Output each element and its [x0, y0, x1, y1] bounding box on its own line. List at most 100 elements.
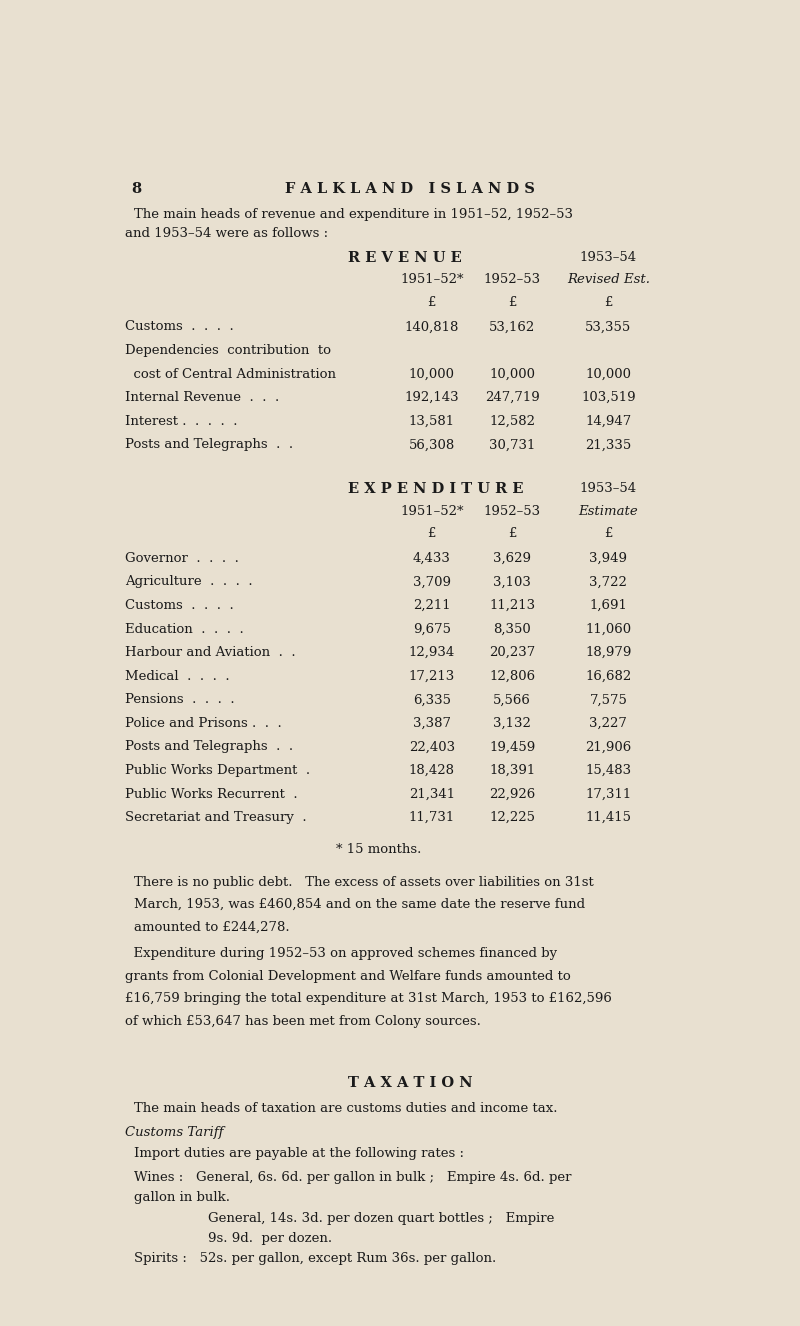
Text: 18,428: 18,428 [409, 764, 454, 777]
Text: 11,731: 11,731 [409, 812, 455, 825]
Text: 14,947: 14,947 [586, 415, 631, 428]
Text: 12,934: 12,934 [409, 646, 455, 659]
Text: £: £ [604, 296, 613, 309]
Text: 22,403: 22,403 [409, 740, 454, 753]
Text: 1951–52*: 1951–52* [400, 505, 463, 518]
Text: R E V E N U E: R E V E N U E [348, 251, 462, 265]
Text: 140,818: 140,818 [405, 321, 459, 333]
Text: 1953–54: 1953–54 [580, 251, 637, 264]
Text: Pensions  .  .  .  .: Pensions . . . . [125, 693, 234, 707]
Text: 53,162: 53,162 [489, 321, 535, 333]
Text: 11,213: 11,213 [490, 599, 535, 613]
Text: Estimate: Estimate [578, 505, 638, 518]
Text: Medical  .  .  .  .: Medical . . . . [125, 670, 230, 683]
Text: General, 14s. 3d. per dozen quart bottles ;   Empire: General, 14s. 3d. per dozen quart bottle… [209, 1212, 555, 1225]
Text: 9s. 9d.  per dozen.: 9s. 9d. per dozen. [209, 1232, 333, 1245]
Text: 16,682: 16,682 [586, 670, 631, 683]
Text: 103,519: 103,519 [581, 391, 636, 404]
Text: 11,060: 11,060 [586, 623, 631, 635]
Text: 7,575: 7,575 [590, 693, 627, 707]
Text: Customs Tariff: Customs Tariff [125, 1126, 223, 1139]
Text: Customs  .  .  .  .: Customs . . . . [125, 599, 234, 613]
Text: Secretariat and Treasury  .: Secretariat and Treasury . [125, 812, 306, 825]
Text: Agriculture  .  .  .  .: Agriculture . . . . [125, 575, 253, 589]
Text: 21,335: 21,335 [586, 439, 631, 451]
Text: cost of Central Administration: cost of Central Administration [125, 367, 336, 381]
Text: 13,581: 13,581 [409, 415, 454, 428]
Text: Expenditure during 1952–53 on approved schemes financed by: Expenditure during 1952–53 on approved s… [125, 947, 557, 960]
Text: 12,225: 12,225 [490, 812, 535, 825]
Text: Import duties are payable at the following rates :: Import duties are payable at the followi… [134, 1147, 464, 1160]
Text: There is no public debt.   The excess of assets over liabilities on 31st: There is no public debt. The excess of a… [134, 875, 594, 888]
Text: 18,391: 18,391 [489, 764, 535, 777]
Text: Wines :   General, 6s. 6d. per gallon in bulk ;   Empire 4s. 6d. per: Wines : General, 6s. 6d. per gallon in b… [134, 1171, 571, 1184]
Text: Customs  .  .  .  .: Customs . . . . [125, 321, 234, 333]
Text: £: £ [508, 296, 517, 309]
Text: 15,483: 15,483 [586, 764, 631, 777]
Text: Public Works Department  .: Public Works Department . [125, 764, 310, 777]
Text: 30,731: 30,731 [489, 439, 535, 451]
Text: £: £ [604, 528, 613, 540]
Text: 17,311: 17,311 [586, 788, 631, 801]
Text: Police and Prisons .  .  .: Police and Prisons . . . [125, 717, 282, 729]
Text: Posts and Telegraphs  .  .: Posts and Telegraphs . . [125, 439, 293, 451]
Text: 21,341: 21,341 [409, 788, 454, 801]
Text: 1952–53: 1952–53 [484, 505, 541, 518]
Text: 22,926: 22,926 [489, 788, 535, 801]
Text: The main heads of revenue and expenditure in 1951–52, 1952–53: The main heads of revenue and expenditur… [134, 208, 573, 221]
Text: 17,213: 17,213 [409, 670, 455, 683]
Text: 3,722: 3,722 [590, 575, 627, 589]
Text: £16,759 bringing the total expenditure at 31st March, 1953 to £162,596: £16,759 bringing the total expenditure a… [125, 992, 612, 1005]
Text: £: £ [427, 528, 436, 540]
Text: 3,949: 3,949 [590, 552, 627, 565]
Text: 1951–52*: 1951–52* [400, 273, 463, 286]
Text: 56,308: 56,308 [409, 439, 455, 451]
Text: The main heads of taxation are customs duties and income tax.: The main heads of taxation are customs d… [134, 1102, 558, 1115]
Text: grants from Colonial Development and Welfare funds amounted to: grants from Colonial Development and Wel… [125, 969, 570, 983]
Text: 3,629: 3,629 [494, 552, 531, 565]
Text: Harbour and Aviation  .  .: Harbour and Aviation . . [125, 646, 295, 659]
Text: 247,719: 247,719 [485, 391, 540, 404]
Text: amounted to £244,278.: amounted to £244,278. [134, 920, 290, 934]
Text: 4,433: 4,433 [413, 552, 450, 565]
Text: of which £53,647 has been met from Colony sources.: of which £53,647 has been met from Colon… [125, 1014, 481, 1028]
Text: Spirits :   52s. per gallon, except Rum 36s. per gallon.: Spirits : 52s. per gallon, except Rum 36… [134, 1253, 496, 1265]
Text: F A L K L A N D   I S L A N D S: F A L K L A N D I S L A N D S [285, 182, 535, 195]
Text: 18,979: 18,979 [586, 646, 631, 659]
Text: 2,211: 2,211 [413, 599, 450, 613]
Text: 6,335: 6,335 [413, 693, 450, 707]
Text: Internal Revenue  .  .  .: Internal Revenue . . . [125, 391, 279, 404]
Text: 1952–53: 1952–53 [484, 273, 541, 286]
Text: 8: 8 [131, 182, 141, 195]
Text: 20,237: 20,237 [489, 646, 535, 659]
Text: 10,000: 10,000 [586, 367, 631, 381]
Text: 9,675: 9,675 [413, 623, 450, 635]
Text: 12,806: 12,806 [490, 670, 535, 683]
Text: Governor  .  .  .  .: Governor . . . . [125, 552, 238, 565]
Text: 1,691: 1,691 [590, 599, 627, 613]
Text: 21,906: 21,906 [586, 740, 631, 753]
Text: 10,000: 10,000 [409, 367, 454, 381]
Text: 11,415: 11,415 [586, 812, 631, 825]
Text: E X P E N D I T U R E: E X P E N D I T U R E [348, 483, 523, 496]
Text: and 1953–54 were as follows :: and 1953–54 were as follows : [125, 227, 328, 240]
Text: Dependencies  contribution  to: Dependencies contribution to [125, 343, 331, 357]
Text: 10,000: 10,000 [490, 367, 535, 381]
Text: 19,459: 19,459 [489, 740, 535, 753]
Text: 12,582: 12,582 [490, 415, 535, 428]
Text: Public Works Recurrent  .: Public Works Recurrent . [125, 788, 298, 801]
Text: 53,355: 53,355 [586, 321, 631, 333]
Text: 3,387: 3,387 [413, 717, 450, 729]
Text: £: £ [427, 296, 436, 309]
Text: * 15 months.: * 15 months. [336, 843, 421, 857]
Text: Interest .  .  .  .  .: Interest . . . . . [125, 415, 238, 428]
Text: 3,709: 3,709 [413, 575, 450, 589]
Text: gallon in bulk.: gallon in bulk. [134, 1191, 230, 1204]
Text: £: £ [508, 528, 517, 540]
Text: 8,350: 8,350 [494, 623, 531, 635]
Text: 3,103: 3,103 [494, 575, 531, 589]
Text: 3,227: 3,227 [590, 717, 627, 729]
Text: T A X A T I O N: T A X A T I O N [348, 1075, 472, 1090]
Text: 1953–54: 1953–54 [580, 483, 637, 496]
Text: Revised Est.: Revised Est. [567, 273, 650, 286]
